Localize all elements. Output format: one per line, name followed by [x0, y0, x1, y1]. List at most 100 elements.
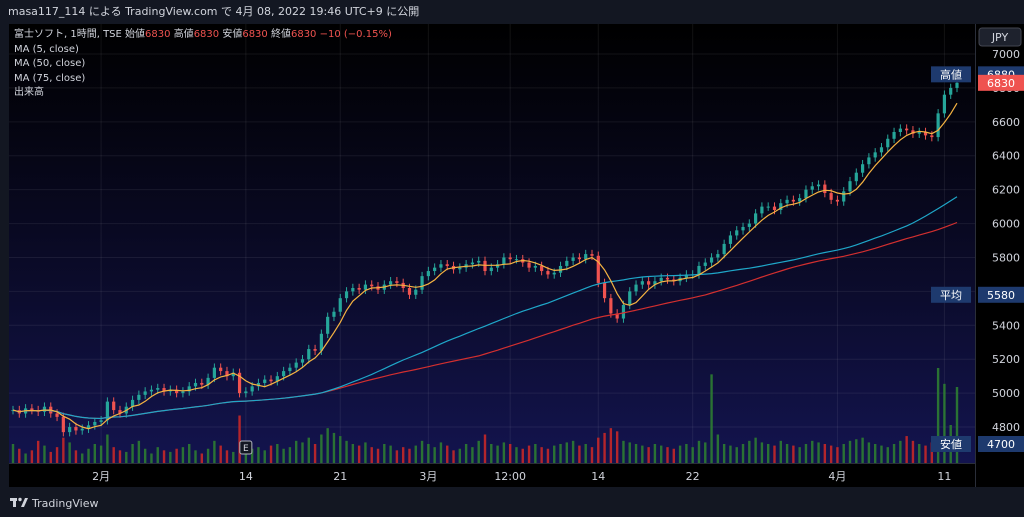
volume-bar — [483, 434, 487, 463]
time-tick-label: 3月 — [419, 470, 437, 483]
volume-bar — [55, 447, 59, 463]
legend-low-value: 6830 — [242, 29, 268, 40]
currency-label[interactable]: JPY — [991, 31, 1009, 44]
price-tag-label-bg — [931, 66, 971, 83]
price-tag-label: 高値 — [940, 67, 962, 81]
volume-bar — [269, 445, 273, 463]
legend-volume[interactable]: 出来高 — [14, 87, 44, 98]
volume-bar — [370, 447, 373, 463]
volume-bar — [553, 445, 556, 463]
earnings-marker[interactable] — [239, 440, 253, 455]
volume-bar — [313, 444, 317, 463]
volume-bar — [760, 442, 764, 463]
volume-bar — [873, 444, 877, 463]
volume-bar — [490, 444, 493, 463]
candle-body — [319, 333, 323, 351]
candle-body — [640, 281, 644, 285]
volume-bar — [855, 439, 858, 463]
volume-bar — [125, 451, 128, 463]
legend-ma5[interactable]: MA (5, close) — [14, 43, 79, 55]
candle-body — [665, 277, 670, 280]
earnings-marker-label: E — [243, 444, 249, 454]
price-tick-label: 5000 — [992, 387, 1020, 400]
time-axis[interactable]: 2月 14 21 3月 12:00 14 22 4月 11 — [9, 463, 975, 488]
volume-bar — [81, 453, 84, 463]
publish-header: masa117_114 による TradingView.com で 4月 08,… — [0, 0, 1024, 24]
volume-bar — [641, 445, 644, 463]
price-axis[interactable]: JPY 480050005200540056005800600062006400… — [975, 24, 1024, 487]
volume-bar — [798, 447, 801, 463]
candle-body — [577, 257, 581, 260]
legend-change: −10 (−0.15%) — [319, 29, 392, 40]
volume-bar — [634, 444, 638, 463]
time-tick-label: 22 — [686, 470, 700, 483]
volume-bar — [716, 434, 720, 463]
candle-body — [798, 198, 802, 202]
candle-body — [791, 199, 795, 202]
legend-low-label: 安値 — [222, 29, 243, 40]
volume-bar — [930, 442, 934, 463]
volume-bar — [43, 445, 46, 463]
candle-body — [835, 199, 840, 202]
volume-bar — [332, 432, 336, 463]
legend-close-value: 6830 — [290, 29, 317, 40]
candle-body — [112, 401, 116, 411]
candle-body — [30, 408, 34, 411]
volume-bar — [597, 437, 600, 463]
volume-bar — [836, 447, 839, 463]
chart-pane[interactable]: E 高値 平均 安値 — [9, 24, 975, 487]
volume-bar — [647, 447, 650, 463]
candle-body — [879, 147, 884, 153]
candle-body — [483, 260, 487, 272]
volume-bar — [295, 440, 298, 463]
candle-body — [760, 206, 764, 214]
legend-ma50[interactable]: MA (50, close) — [14, 58, 86, 69]
candle-body — [779, 203, 783, 210]
candle-body — [149, 389, 154, 392]
currency-button[interactable] — [978, 27, 1022, 47]
volume-bar — [364, 442, 367, 463]
candle-body — [621, 304, 626, 319]
volume-bar — [861, 437, 864, 463]
candle-body — [634, 284, 638, 292]
volume-bar — [880, 445, 883, 463]
volume-bar — [590, 447, 594, 463]
candle-body — [86, 425, 91, 429]
volume-bar — [735, 447, 738, 463]
volume-bar — [263, 450, 266, 463]
price-tick-label: 5400 — [992, 319, 1020, 332]
volume-bar — [697, 440, 701, 463]
volume-bar — [559, 444, 562, 463]
price-tag-label: 安値 — [940, 437, 962, 451]
volume-bar — [785, 444, 789, 463]
candle-body — [552, 272, 556, 275]
volume-bar — [452, 450, 455, 463]
candle-body — [263, 379, 267, 383]
price-tick-label: 6400 — [992, 150, 1020, 163]
candle-body — [609, 298, 613, 314]
candle-body — [338, 298, 342, 312]
volume-bar — [11, 444, 15, 463]
volume-bar — [181, 447, 185, 463]
volume-bar — [93, 444, 97, 463]
candle-body — [892, 132, 896, 139]
volume-bar — [678, 445, 682, 463]
volume-bar — [628, 442, 631, 463]
volume-bar — [886, 447, 889, 463]
volume-bar — [345, 440, 348, 463]
volume-bar — [433, 447, 436, 463]
price-tag-label: 平均 — [940, 289, 962, 302]
candle-body — [508, 257, 512, 260]
candle-body — [514, 259, 519, 261]
candle-body — [571, 257, 575, 261]
legend-ma75[interactable]: MA (75, close) — [14, 72, 86, 84]
volume-bar — [817, 442, 820, 463]
candle-body — [162, 388, 166, 392]
candle-body — [709, 257, 714, 263]
candle-body — [527, 262, 531, 268]
volume-bar — [899, 440, 902, 463]
volume-bar — [383, 444, 386, 463]
candle-body — [137, 394, 141, 400]
volume-bar — [131, 444, 134, 463]
